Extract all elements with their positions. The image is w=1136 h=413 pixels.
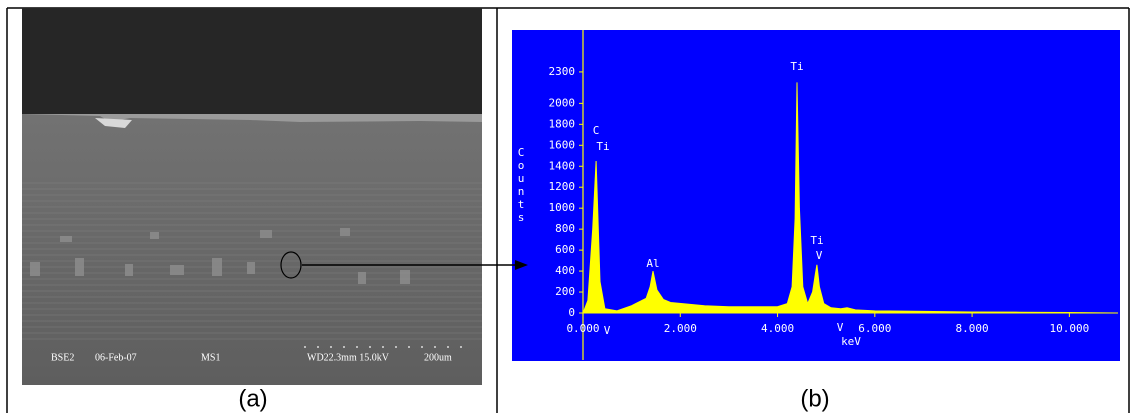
sem-image: BSE2 06-Feb-07 MS1 WD22.3mm 15.0kV 200um bbox=[22, 8, 482, 385]
peak-label: V bbox=[837, 321, 844, 334]
caption: (b) bbox=[800, 385, 829, 412]
x-axis-label: keV bbox=[841, 335, 861, 348]
y-tick-label: 1400 bbox=[549, 159, 576, 172]
sem-info: 200um bbox=[424, 352, 452, 363]
x-tick-label: 8.000 bbox=[956, 322, 989, 335]
peak-label: Ti bbox=[596, 140, 609, 153]
x-tick-label: 2.000 bbox=[664, 322, 697, 335]
peak-label: Ti bbox=[810, 234, 823, 247]
y-tick-label: 1000 bbox=[549, 201, 576, 214]
x-tick-label: 6.000 bbox=[858, 322, 891, 335]
y-tick-label: 200 bbox=[555, 285, 575, 298]
sem-info: 06-Feb-07 bbox=[95, 352, 137, 363]
y-tick-label: 0 bbox=[568, 306, 575, 319]
x-tick-label: 0.000 bbox=[566, 322, 599, 335]
y-tick-label: 2000 bbox=[549, 96, 576, 109]
peak-label: Al bbox=[646, 257, 659, 270]
caption: (a) bbox=[238, 385, 267, 412]
peak-label: V bbox=[604, 324, 611, 337]
sem-info: BSE2 bbox=[51, 352, 74, 363]
y-tick-label: 1800 bbox=[549, 117, 576, 130]
x-tick-label: 4.000 bbox=[761, 322, 794, 335]
figure: BSE2 06-Feb-07 MS1 WD22.3mm 15.0kV 200um… bbox=[0, 0, 1136, 413]
peak-label: V bbox=[816, 249, 823, 262]
y-tick-label: 800 bbox=[555, 222, 575, 235]
y-tick-label: 400 bbox=[555, 264, 575, 277]
sem-info: MS1 bbox=[201, 352, 220, 363]
figure-canvas: BSE2 06-Feb-07 MS1 WD22.3mm 15.0kV 200um… bbox=[0, 0, 1136, 413]
y-tick-label: 1200 bbox=[549, 180, 576, 193]
sem-info: WD22.3mm 15.0kV bbox=[307, 352, 390, 363]
y-tick-label: 1600 bbox=[549, 138, 576, 151]
y-tick-label: 2300 bbox=[549, 65, 576, 78]
y-tick-label: 600 bbox=[555, 243, 575, 256]
x-tick-label: 10.000 bbox=[1049, 322, 1089, 335]
peak-label: C bbox=[593, 124, 600, 137]
peak-label: Ti bbox=[790, 60, 803, 73]
